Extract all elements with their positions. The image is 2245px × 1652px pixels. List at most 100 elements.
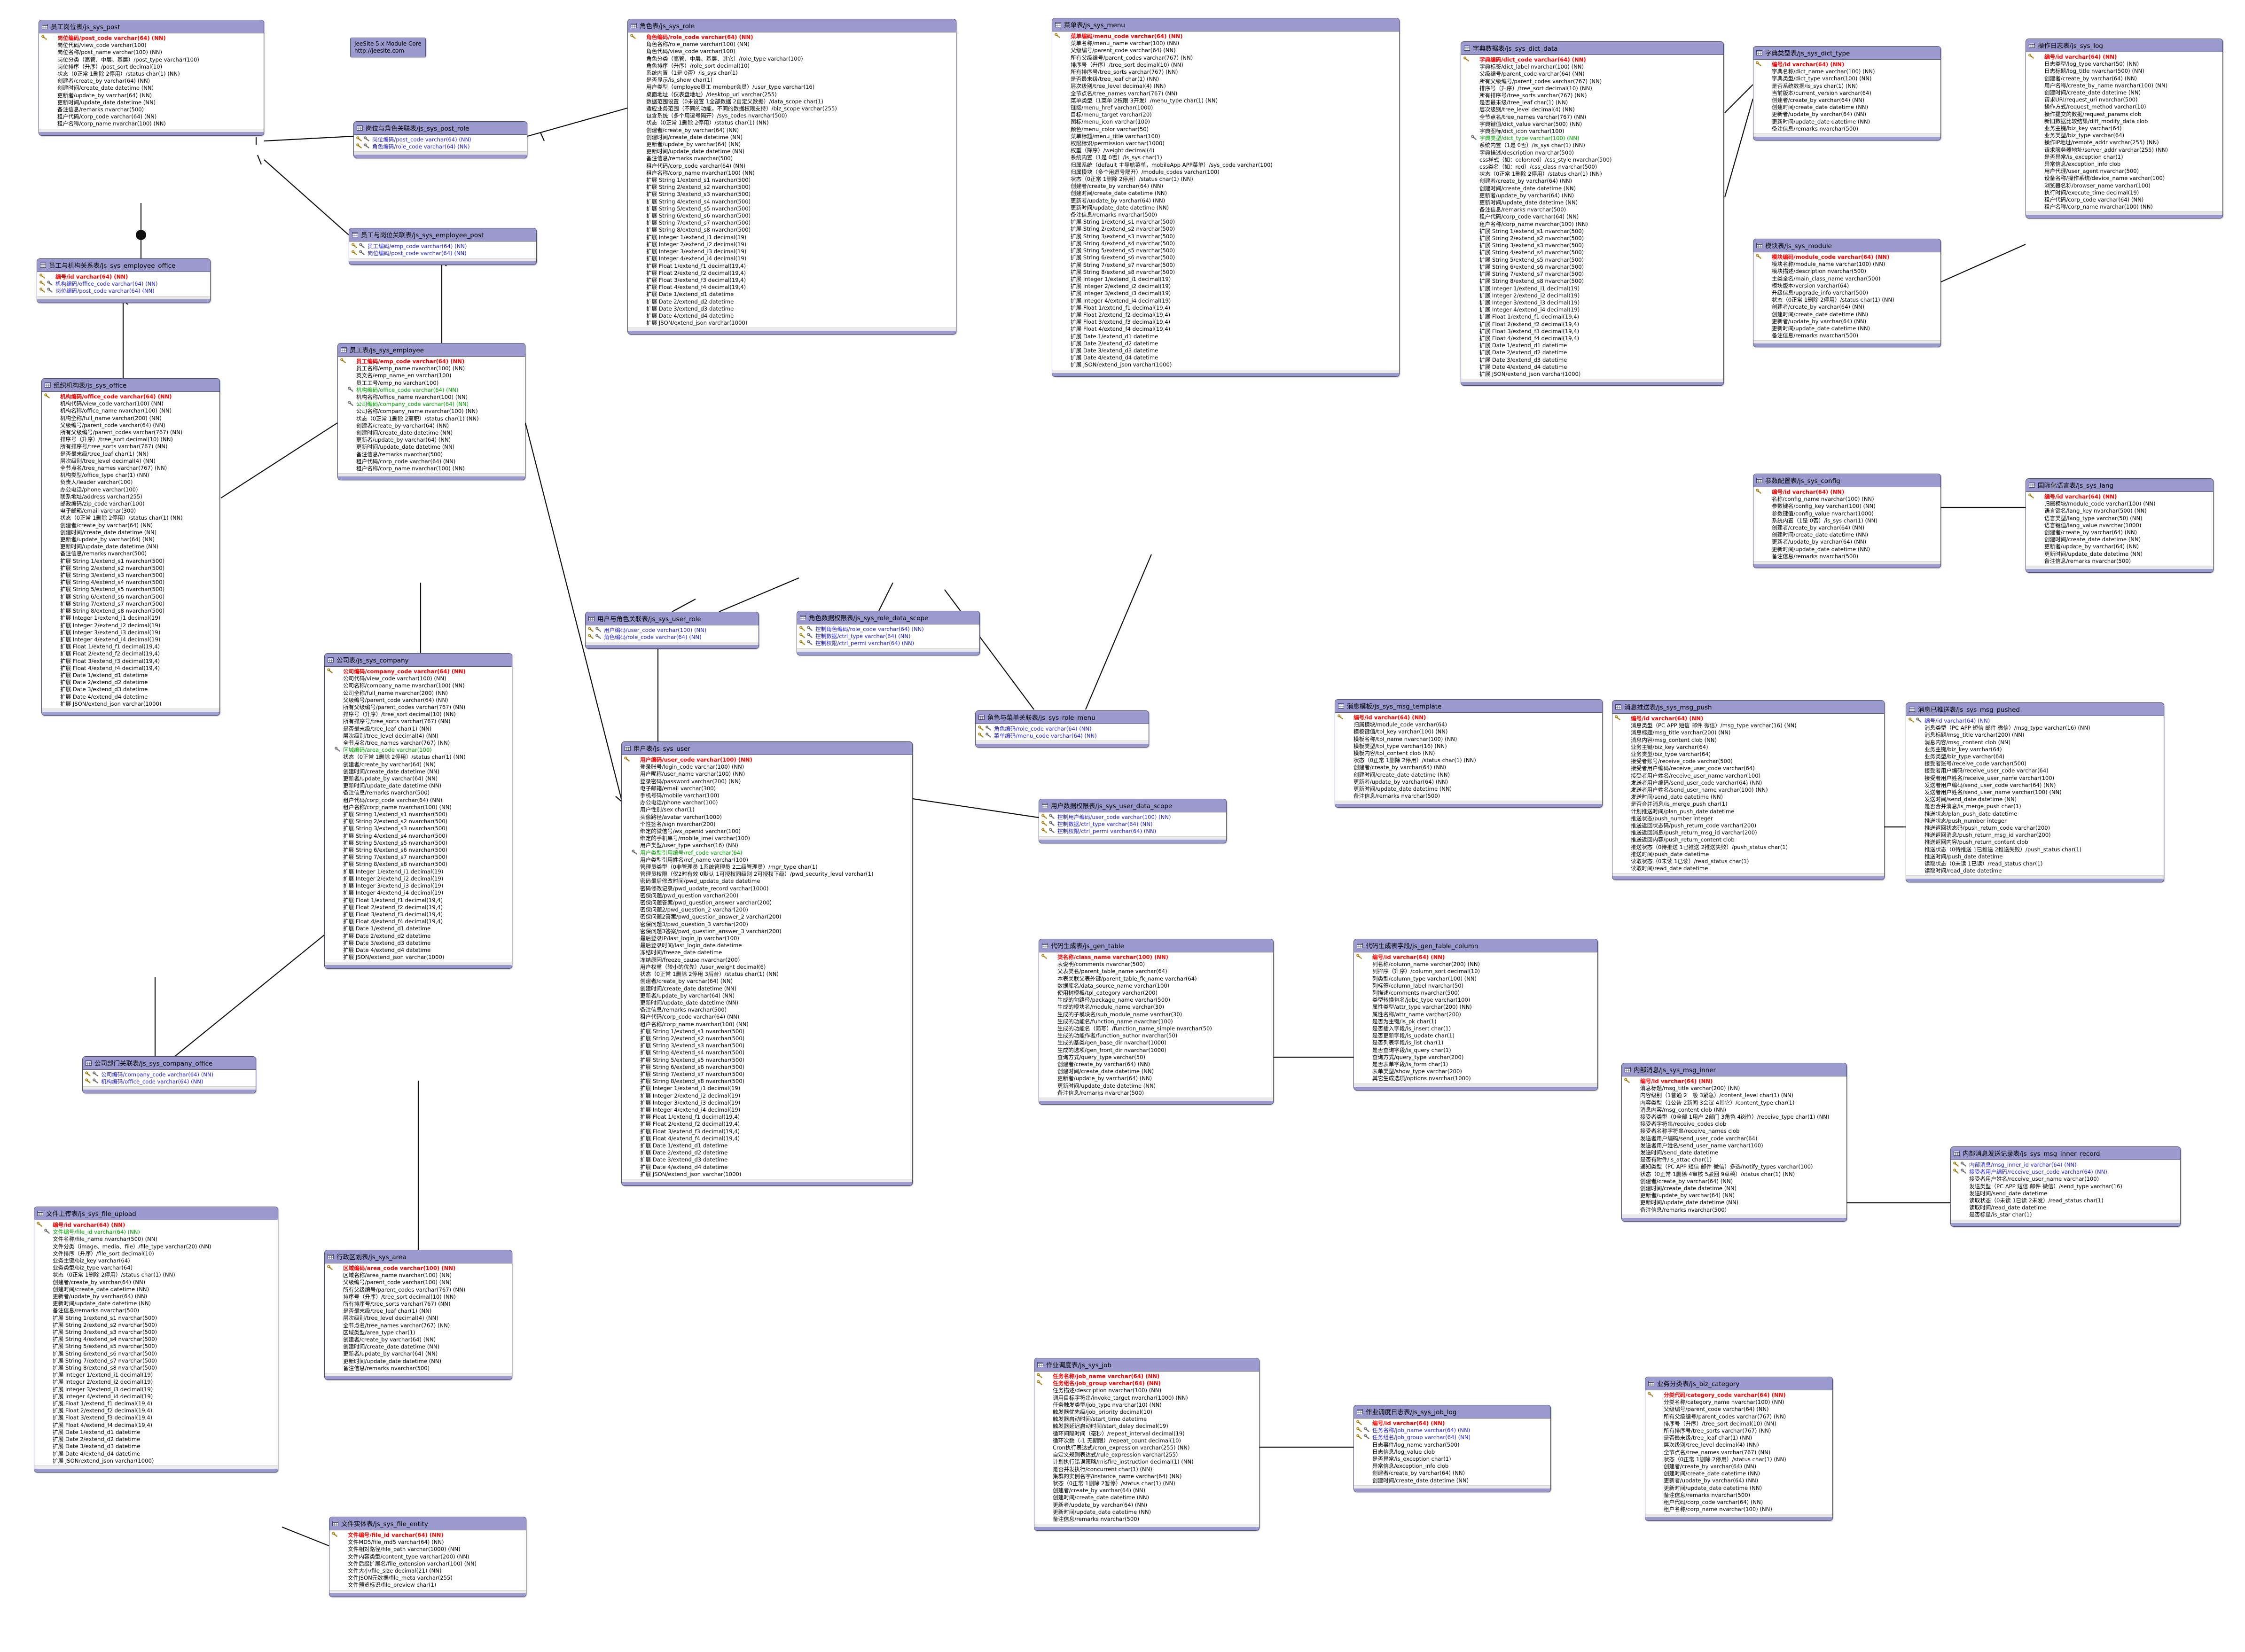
column-row[interactable]: 扩展 Integer 1/extend_i1 decimal(19): [42, 615, 219, 622]
column-row[interactable]: 角色编码/role_code varchar(64) (NN): [354, 143, 527, 150]
column-row[interactable]: 扩展 String 1/extend_s1 nvarchar(500): [325, 811, 512, 818]
table-header[interactable]: 用户与角色关联表/js_sys_user_role: [586, 612, 759, 625]
column-row[interactable]: 扩展 Float 3/extend_f3 decimal(19,4): [325, 911, 512, 918]
column-row[interactable]: 扩展 String 2/extend_s2 nvarchar(500): [622, 1035, 912, 1042]
column-row[interactable]: 扩展 Integer 3/extend_i3 decimal(19): [622, 1099, 912, 1107]
column-row[interactable]: 创建时间/create_date datetime (NN): [1052, 190, 1399, 197]
column-row[interactable]: 任务名称/job_name varchar(64) (NN): [1354, 1427, 1550, 1434]
column-row[interactable]: 扩展 Integer 3/extend_i3 decimal(19): [325, 882, 512, 889]
column-row[interactable]: 菜单编码/menu_code varchar(64) (NN): [976, 732, 1149, 740]
column-row[interactable]: 扩展 Integer 3/extend_i3 decimal(19): [42, 629, 219, 636]
column-row[interactable]: 扩展 Date 3/extend_d3 datetime: [42, 686, 219, 693]
column-row[interactable]: 扩展 String 2/extend_s2 nvarchar(500): [628, 184, 956, 191]
column-row[interactable]: 扩展 Integer 2/extend_i2 decimal(19): [1461, 292, 1723, 299]
column-row[interactable]: 编号/id varchar(64) (NN): [1335, 714, 1602, 721]
column-row[interactable]: 语言键名/lang_key nvarchar(500) (NN): [2026, 507, 2213, 514]
column-row[interactable]: 控制权限/ctrl_permi varchar(64) (NN): [797, 640, 979, 647]
column-row[interactable]: 所有排序号/tree_sorts varchar(767) (NN): [42, 443, 219, 450]
column-row[interactable]: 创建者/create_by varchar(64) (NN): [622, 978, 912, 985]
column-row[interactable]: 模板键值/tpl_key varchar(100) (NN): [1335, 728, 1602, 735]
column-row[interactable]: 更新时间/update_date datetime (NN): [1645, 1485, 1832, 1492]
column-row[interactable]: 办公电话/phone varchar(100): [42, 486, 219, 493]
table-header[interactable]: 角色与菜单关联表/js_sys_role_menu: [976, 711, 1149, 724]
entity-table-js_sys_post_role[interactable]: 岗位与角色关联表/js_sys_post_role 岗位编码/post_code …: [353, 121, 527, 159]
column-row[interactable]: 扩展 Integer 4/extend_i4 decimal(19): [1052, 297, 1399, 304]
column-row[interactable]: 扩展 Integer 4/extend_i4 decimal(19): [34, 1393, 278, 1400]
column-row[interactable]: 扩展 Date 4/extend_d4 datetime: [42, 694, 219, 701]
column-row[interactable]: 更新者/update_by varchar(64) (NN): [325, 1350, 512, 1357]
column-row[interactable]: 用户权重（较小的优先）/user_weight decimal(6): [622, 964, 912, 971]
column-row[interactable]: css类名（如：red）/css_class nvarchar(500): [1461, 164, 1723, 171]
column-row[interactable]: 扩展 Date 2/extend_d2 datetime: [628, 298, 956, 305]
column-row[interactable]: 是否最末级/tree_leaf char(1) (NN): [1645, 1434, 1832, 1442]
column-row[interactable]: 扩展 Date 1/extend_d1 datetime: [1052, 333, 1399, 340]
column-row[interactable]: 扩展 Float 3/extend_f3 decimal(19,4): [622, 1128, 912, 1135]
column-row[interactable]: 状态（0正常 1删除 2停用）/status char(1) (NN): [39, 70, 264, 78]
column-row[interactable]: 接受者账号/receive_code varchar(500): [1906, 760, 2164, 767]
column-row[interactable]: 消息内容/msg_content clob (NN): [1906, 739, 2164, 746]
column-row[interactable]: 扩展 Date 4/extend_d4 datetime: [628, 312, 956, 319]
column-row[interactable]: 扩展 Float 2/extend_f2 decimal(19,4): [34, 1407, 278, 1414]
column-row[interactable]: 备注信息/remarks nvarchar(500): [42, 550, 219, 557]
column-row[interactable]: 是否最末级/tree_leaf char(1) (NN): [325, 725, 512, 732]
entity-table-js_sys_role_data_scope[interactable]: 角色数据权限表/js_sys_role_data_scope 控制角色编码/rol…: [797, 611, 980, 655]
column-row[interactable]: 类型转换包名/jdbc_type varchar(100): [1354, 997, 1597, 1004]
table-header[interactable]: 业务分类表/js_biz_category: [1645, 1377, 1832, 1390]
column-row[interactable]: 模块名称/module_name varchar(100) (NN): [1753, 261, 1940, 268]
column-row[interactable]: 岗位代码/view_code varchar(100): [39, 42, 264, 49]
column-row[interactable]: 文件编号/file_id varchar(64) (NN): [329, 1532, 526, 1539]
column-row[interactable]: 租户名称/corp_name nvarchar(100) (NN): [325, 804, 512, 811]
column-row[interactable]: 扩展 Date 1/extend_d1 datetime: [325, 925, 512, 932]
column-row[interactable]: 扩展 Integer 1/extend_i1 decimal(19): [1461, 285, 1723, 292]
column-row[interactable]: 通知类型（PC APP 短信 邮件 微信）多选/notify_types var…: [1622, 1163, 1846, 1170]
column-row[interactable]: 菜单类型（1菜单 2权限 3开发）/menu_type char(1) (NN): [1052, 97, 1399, 104]
column-row[interactable]: 权重（降序）/weight decimal(4): [1052, 147, 1399, 154]
column-row[interactable]: 编号/id varchar(64) (NN): [1906, 717, 2164, 725]
column-row[interactable]: 租户名称/corp_name nvarchar(100) (NN): [39, 120, 264, 127]
column-row[interactable]: 业务类型/biz_type varchar(64): [34, 1264, 278, 1271]
column-row[interactable]: 归属模块/module_code varchar(64): [1335, 721, 1602, 728]
column-row[interactable]: 更新者/update_by varchar(64) (NN): [1034, 1502, 1259, 1509]
column-row[interactable]: 扩展 String 8/extend_s8 nvarchar(500): [34, 1364, 278, 1371]
column-row[interactable]: 扩展 Integer 4/extend_i4 decimal(19): [325, 889, 512, 896]
column-row[interactable]: 发送时间/send_date datetime (NN): [1906, 796, 2164, 803]
column-row[interactable]: 备注信息/remarks nvarchar(500): [325, 789, 512, 796]
column-row[interactable]: 租户代码/corp_code varchar(64) (NN): [39, 113, 264, 120]
column-row[interactable]: 扩展 Float 1/extend_f1 decimal(19,4): [325, 897, 512, 904]
column-row[interactable]: 发送类型（PC APP 短信 邮件 微信）/send_type varchar(…: [1951, 1183, 2180, 1190]
column-row[interactable]: 扩展 String 7/extend_s7 nvarchar(500): [1461, 271, 1723, 278]
column-row[interactable]: 管理员类型（0非管理员 1系统管理员 2二级管理员）/mgr_type char…: [622, 864, 912, 871]
column-row[interactable]: 文件分类（image、media、file）/file_type varchar…: [34, 1243, 278, 1250]
column-row[interactable]: 扩展 Date 3/extend_d3 datetime: [1052, 347, 1399, 354]
column-row[interactable]: 语言类型/lang_type varchar(50) (NN): [2026, 515, 2213, 522]
column-row[interactable]: 角色编码/role_code varchar(64) (NN): [976, 725, 1149, 732]
column-row[interactable]: 密保问题3答案/pwd_question_answer_3 varchar(20…: [622, 928, 912, 935]
column-row[interactable]: 业务类型/biz_type varchar(64): [1612, 751, 1884, 758]
entity-table-js_sys_user[interactable]: 用户表/js_sys_user 用户编码/user_code varchar(10…: [621, 741, 913, 1186]
column-row[interactable]: 名称/config_name nvarchar(100) (NN): [1753, 496, 1940, 503]
column-row[interactable]: 扩展 Integer 1/extend_i1 decimal(19): [622, 1085, 912, 1092]
column-row[interactable]: 扩展 Integer 2/extend_i2 decimal(19): [622, 1092, 912, 1099]
column-row[interactable]: 列排序（升序）/column_sort decimal(10): [1354, 968, 1597, 975]
table-header[interactable]: 代码生成表/js_gen_table: [1039, 939, 1273, 952]
column-row[interactable]: 扩展 String 2/extend_s2 nvarchar(500): [1461, 235, 1723, 242]
column-row[interactable]: 角色代码/view_code varchar(100): [628, 48, 956, 55]
column-row[interactable]: 角色排序（升序）/role_sort decimal(10): [628, 62, 956, 70]
column-row[interactable]: 更新时间/update_date datetime (NN): [1052, 204, 1399, 211]
column-row[interactable]: 接受者用户编码/receive_user_code varchar(64): [1906, 767, 2164, 774]
column-row[interactable]: 权限标识/permission varchar(1000): [1052, 140, 1399, 147]
column-row[interactable]: 全节点名/tree_names varchar(767) (NN): [1461, 114, 1723, 121]
column-row[interactable]: 业务主键/biz_key varchar(64): [34, 1257, 278, 1264]
column-row[interactable]: 链接/menu_href varchar(1000): [1052, 104, 1399, 111]
column-row[interactable]: 邮政编码/zip_code varchar(100): [42, 500, 219, 507]
column-row[interactable]: 模板类型/tpl_type varchar(16) (NN): [1335, 743, 1602, 750]
table-header[interactable]: 代码生成表字段/js_gen_table_column: [1354, 939, 1597, 952]
column-row[interactable]: 全节点名/tree_names varchar(767) (NN): [1052, 90, 1399, 97]
column-row[interactable]: 备注信息/remarks nvarchar(500): [1753, 332, 1940, 339]
column-row[interactable]: 机构名称/office_name nvarchar(100) (NN): [42, 407, 219, 414]
column-row[interactable]: 扩展 String 1/extend_s1 nvarchar(500): [1052, 218, 1399, 226]
column-row[interactable]: 扩展 JSON/extend_json varchar(1000): [1052, 361, 1399, 368]
column-row[interactable]: 更新时间/update_date datetime (NN): [628, 148, 956, 155]
column-row[interactable]: 控制角色编码/role_code varchar(64) (NN): [797, 626, 979, 633]
column-row[interactable]: 备注信息/remarks nvarchar(500): [34, 1307, 278, 1314]
